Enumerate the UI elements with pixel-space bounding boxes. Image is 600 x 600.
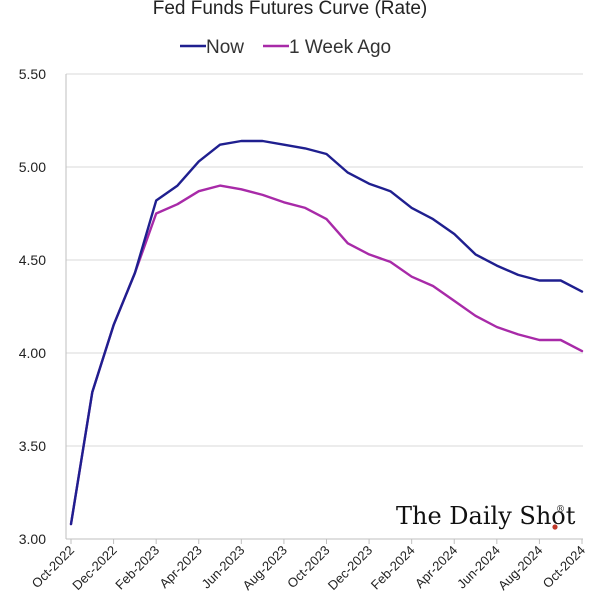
watermark-text: The Daily Shot xyxy=(396,502,576,530)
x-tick-label: Apr-2023 xyxy=(156,543,204,591)
x-tick-label: Aug-2024 xyxy=(495,543,545,593)
y-tick-label: 5.50 xyxy=(19,66,46,82)
y-tick-label: 4.00 xyxy=(19,345,46,361)
series-line-week-ago xyxy=(69,184,584,526)
x-tick-label: Feb-2023 xyxy=(112,543,162,593)
y-tick-label: 5.00 xyxy=(19,159,46,175)
x-tick-label: Feb-2024 xyxy=(368,543,418,593)
watermark: The Daily Shot ® xyxy=(396,502,576,530)
gridlines xyxy=(66,73,583,540)
legend-label-now: Now xyxy=(206,37,244,58)
legend: Now 1 Week Ago xyxy=(180,37,391,58)
x-axis-ticks: Oct-2022Dec-2022Feb-2023Apr-2023Jun-2023… xyxy=(29,539,588,593)
x-tick-label: Apr-2024 xyxy=(412,543,460,591)
x-tick-label: Dec-2023 xyxy=(325,543,375,593)
chart-title: Fed Funds Futures Curve (Rate) xyxy=(153,0,428,19)
axes xyxy=(65,74,583,540)
y-tick-label: 3.00 xyxy=(19,531,46,547)
x-tick-label: Oct-2024 xyxy=(540,543,588,591)
watermark-dot xyxy=(552,524,558,530)
x-tick-label: Aug-2023 xyxy=(240,543,290,593)
x-tick-label: Dec-2022 xyxy=(69,543,119,593)
y-axis-ticks: 3.00 3.50 4.00 4.50 5.00 5.50 xyxy=(19,66,46,547)
series-lines xyxy=(69,139,584,526)
legend-label-week-ago: 1 Week Ago xyxy=(289,37,391,58)
y-tick-label: 3.50 xyxy=(19,438,46,454)
y-tick-label: 4.50 xyxy=(19,252,46,268)
watermark-registered-mark: ® xyxy=(556,505,565,515)
series-line-now xyxy=(69,139,584,526)
